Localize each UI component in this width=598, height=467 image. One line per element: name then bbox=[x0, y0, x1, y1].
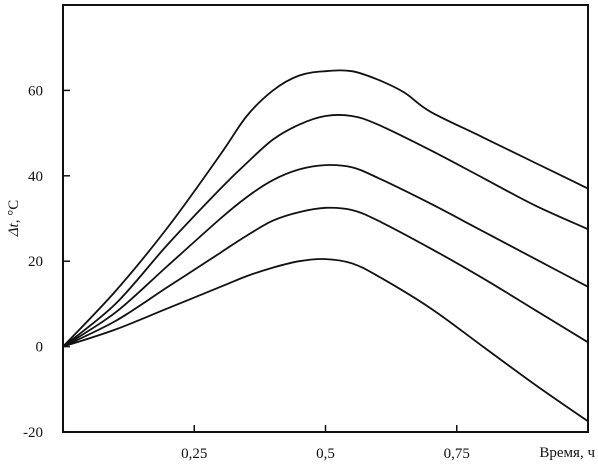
y-tick-label: 20 bbox=[28, 254, 43, 270]
x-axis-title: Время, ч bbox=[539, 445, 595, 461]
series-line-3 bbox=[62, 164, 589, 348]
curves bbox=[62, 69, 589, 423]
y-axis-title: Δt, °С bbox=[6, 200, 22, 238]
y-axis-symbol: Δt bbox=[6, 222, 22, 237]
y-tick-label: -20 bbox=[23, 425, 43, 441]
x-tick-label: 0,25 bbox=[181, 446, 207, 462]
series-line-4 bbox=[62, 206, 589, 348]
y-axis-unit: , °С bbox=[6, 200, 22, 224]
series-line-5 bbox=[62, 258, 589, 423]
y-tick-label: 60 bbox=[28, 83, 43, 99]
plot-frame bbox=[62, 4, 589, 433]
y-tick-label: 0 bbox=[36, 340, 44, 356]
ticks bbox=[63, 89, 458, 433]
series-line-1 bbox=[62, 69, 589, 348]
x-tick-label: 0,5 bbox=[316, 446, 335, 462]
series-line-2 bbox=[62, 114, 589, 348]
x-tick-label: 0,75 bbox=[444, 446, 470, 462]
y-tick-label: 40 bbox=[28, 169, 43, 185]
tick-labels: 0,25 0,5 0,75 -20 0 20 40 60 bbox=[23, 83, 470, 462]
